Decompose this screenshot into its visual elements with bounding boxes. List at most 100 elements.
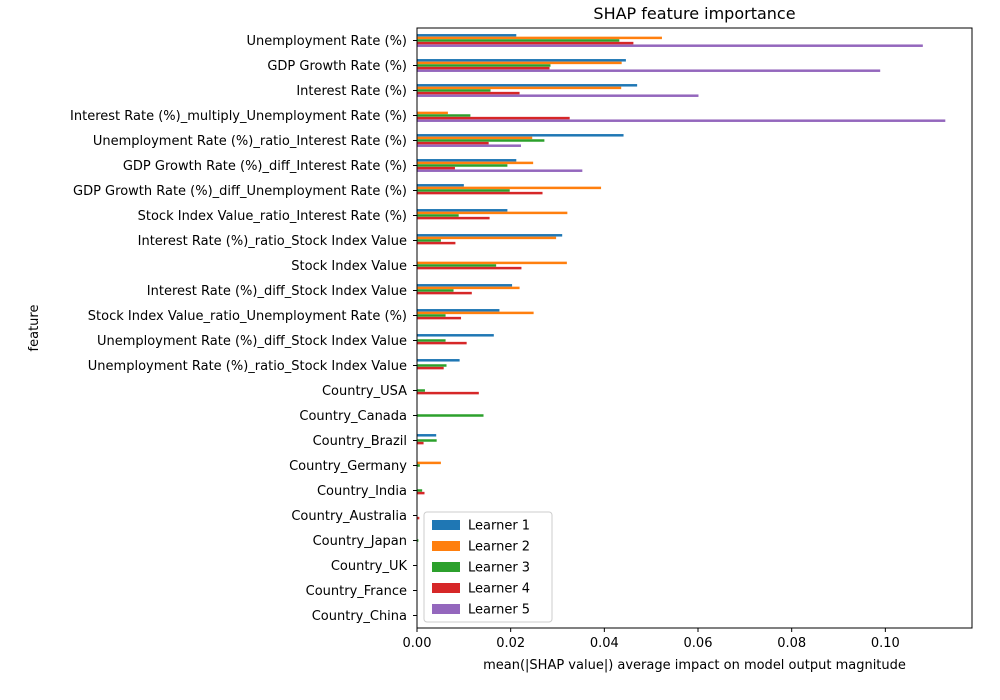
bar-learner-3-9 (417, 264, 497, 267)
legend-swatch (432, 541, 460, 551)
axes-frame (416, 27, 973, 629)
y-tick-label: GDP Growth Rate (%) (267, 59, 407, 74)
bar-learner-2-17 (417, 461, 441, 465)
bar-learner-3-4 (417, 139, 545, 142)
legend-swatch (432, 604, 460, 614)
x-tick-label: 0.04 (590, 636, 619, 651)
bar-learner-4-7 (417, 216, 490, 220)
bar-learner-5-0 (417, 44, 923, 47)
y-tick-label: Stock Index Value (291, 259, 407, 274)
bar-learner-2-10 (417, 286, 520, 290)
bar-learner-2-6 (417, 186, 602, 190)
bar-learner-3-13 (417, 364, 447, 367)
legend-box (423, 511, 553, 623)
legend-label: Learner 2 (468, 540, 530, 555)
bar-learner-4-1 (417, 66, 550, 70)
bar-learner-2-2 (417, 86, 622, 90)
y-tick-label: Country_Germany (289, 459, 407, 474)
bar-learner-3-16 (417, 439, 437, 442)
legend-label: Learner 5 (468, 603, 530, 618)
y-tick-label: Unemployment Rate (%)_ratio_Interest Rat… (93, 134, 407, 149)
bar-learner-3-14 (417, 389, 425, 392)
bar-learner-5-4 (417, 144, 521, 147)
bar-learner-4-16 (417, 441, 424, 445)
y-tick-label: Country_Brazil (313, 434, 407, 449)
y-tick-label: Interest Rate (%)_multiply_Unemployment … (70, 109, 407, 124)
x-axis-ticks: 0.00 0.02 0.04 0.06 0.08 0.10 (403, 628, 900, 651)
x-tick-label: 0.00 (403, 636, 432, 651)
bar-learner-1-7 (417, 209, 508, 212)
bar-learner-1-0 (417, 34, 517, 37)
bar-learner-1-10 (417, 284, 513, 287)
bar-learner-3-1 (417, 64, 551, 67)
y-tick-label: Country_UK (331, 559, 408, 574)
bar-learner-3-12 (417, 339, 446, 342)
bar-learner-4-11 (417, 316, 462, 320)
y-tick-label: Country_USA (322, 384, 407, 399)
bar-learner-2-11 (417, 311, 534, 315)
bar-learner-3-3 (417, 114, 471, 117)
bar-learner-1-11 (417, 309, 500, 312)
bar-learner-5-2 (417, 94, 699, 97)
y-tick-label: Interest Rate (%)_ratio_Stock Index Valu… (138, 234, 407, 249)
y-axis-label: feature (27, 305, 42, 352)
x-tick-label: 0.02 (496, 636, 525, 651)
bar-learner-4-0 (417, 41, 634, 45)
legend-label: Learner 3 (468, 561, 530, 576)
bar-learner-4-18 (417, 491, 425, 495)
bar-learner-2-3 (417, 111, 448, 115)
y-tick-label: Country_India (317, 484, 407, 499)
y-tick-label: Unemployment Rate (%) (247, 34, 408, 49)
bar-learner-5-5 (417, 169, 583, 172)
legend-swatch (432, 562, 460, 572)
bar-learner-3-10 (417, 289, 454, 292)
bar-learner-3-20 (417, 539, 419, 542)
bar-learner-3-2 (417, 89, 491, 92)
bar-learner-4-13 (417, 366, 444, 370)
chart-title: SHAP feature importance (593, 4, 795, 23)
bar-learner-4-14 (417, 391, 479, 395)
legend: Learner 1 Learner 2 Learner 3 Learner 4 Lear… (423, 511, 553, 623)
bar-learner-5-3 (417, 119, 946, 122)
legend-label: Learner 1 (468, 519, 530, 534)
bar-learner-1-2 (417, 84, 638, 87)
plot-area (416, 27, 973, 629)
bar-learner-1-6 (417, 184, 464, 187)
x-axis-label: mean(|SHAP value|) average impact on mod… (483, 658, 906, 673)
legend-swatch (432, 583, 460, 593)
bar-learner-1-8 (417, 234, 563, 237)
bar-learner-3-15 (417, 414, 484, 417)
bar-learner-2-8 (417, 236, 557, 240)
bar-learner-4-12 (417, 341, 467, 345)
bar-learner-5-1 (417, 69, 881, 72)
bar-learner-2-0 (417, 36, 662, 40)
bar-learner-2-9 (417, 261, 567, 265)
bar-learner-3-0 (417, 39, 620, 42)
x-tick-label: 0.10 (871, 636, 900, 651)
bar-learner-1-1 (417, 59, 626, 62)
y-tick-label: Country_China (312, 609, 407, 624)
bar-learner-2-4 (417, 136, 533, 140)
y-tick-label: Interest Rate (%)_diff_Stock Index Value (147, 284, 407, 299)
y-tick-label: GDP Growth Rate (%)_diff_Interest Rate (… (123, 159, 407, 174)
y-tick-label: Unemployment Rate (%)_diff_Stock Index V… (97, 334, 407, 349)
bar-learner-4-3 (417, 116, 570, 120)
y-tick-label: Unemployment Rate (%)_ratio_Stock Index … (88, 359, 407, 374)
bar-learner-4-4 (417, 141, 489, 145)
bar-learner-4-2 (417, 91, 520, 95)
bar-learner-4-6 (417, 191, 543, 195)
bar-learner-1-12 (417, 334, 494, 337)
legend-label: Learner 4 (468, 582, 530, 597)
bar-learner-3-11 (417, 314, 446, 317)
y-tick-label: GDP Growth Rate (%)_diff_Unemployment Ra… (73, 184, 407, 199)
y-tick-label: Country_Japan (313, 534, 407, 549)
bar-learner-4-5 (417, 166, 455, 170)
bar-learner-1-4 (417, 134, 624, 137)
y-tick-label: Stock Index Value_ratio_Unemployment Rat… (88, 309, 407, 324)
bar-learner-3-18 (417, 489, 423, 492)
bar-learner-2-5 (417, 161, 534, 165)
y-tick-label: Country_France (306, 584, 407, 599)
bar-learner-4-10 (417, 291, 472, 295)
